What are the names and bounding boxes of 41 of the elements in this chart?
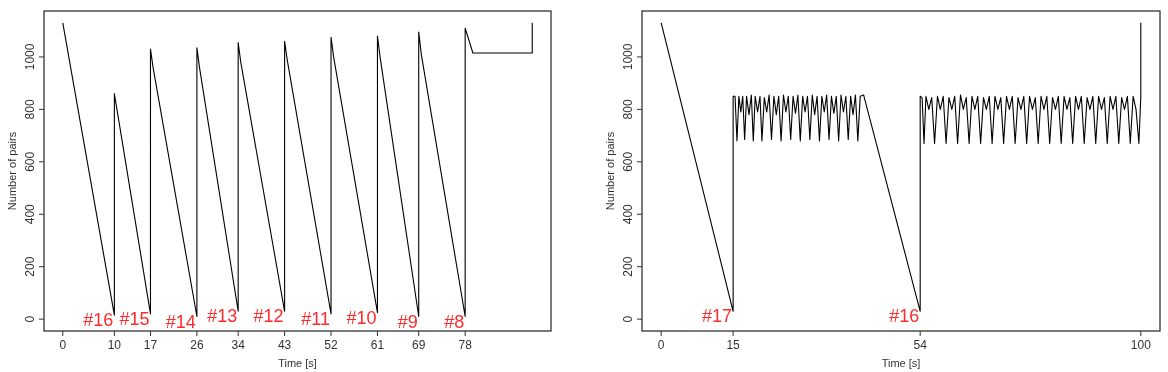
- y-tick-label: 1000: [621, 43, 635, 71]
- x-tick-label: 52: [324, 338, 339, 352]
- y-axis-title: Number of pairs: [604, 131, 616, 211]
- annotation: #14: [165, 311, 196, 332]
- x-tick-label: 78: [458, 338, 473, 352]
- x-axis-title: Time [s]: [881, 357, 921, 369]
- annotation: #13: [207, 306, 238, 327]
- y-tick-label: 400: [23, 203, 37, 225]
- x-tick-label: 0: [59, 338, 67, 352]
- annotation: #10: [346, 307, 377, 328]
- y-tick-label: 600: [621, 151, 635, 172]
- y-tick-label: 800: [621, 99, 635, 120]
- annotation: #15: [119, 308, 150, 329]
- x-tick-label: 43: [277, 338, 292, 352]
- x-tick-label: 0: [657, 338, 665, 352]
- y-tick-label: 600: [23, 151, 37, 172]
- annotation: #11: [301, 308, 331, 329]
- y-tick-label: 200: [621, 256, 635, 277]
- annotation: #16: [889, 306, 920, 327]
- x-tick-label: 15: [726, 338, 741, 352]
- x-tick-label: 69: [412, 338, 426, 352]
- annotation: #9: [397, 311, 418, 332]
- x-tick-label: 100: [1130, 338, 1152, 352]
- y-tick-label: 400: [621, 203, 635, 225]
- x-tick-label: 17: [143, 338, 158, 352]
- y-axis-title: Number of pairs: [6, 131, 18, 211]
- y-tick-label: 0: [23, 315, 37, 323]
- annotation: #16: [83, 310, 114, 331]
- x-axis-title: Time [s]: [278, 357, 317, 369]
- x-tick-label: 34: [231, 338, 246, 352]
- annotation: #12: [253, 306, 284, 327]
- x-tick-label: 10: [107, 338, 122, 352]
- y-tick-label: 1000: [23, 43, 37, 71]
- x-tick-label: 26: [190, 338, 204, 352]
- y-tick-label: 200: [23, 256, 37, 277]
- annotation: #8: [444, 311, 465, 332]
- x-tick-label: 54: [913, 338, 928, 352]
- y-tick-label: 800: [23, 99, 37, 120]
- y-tick-label: 0: [621, 315, 635, 323]
- annotation: #17: [702, 306, 733, 327]
- x-tick-label: 61: [370, 338, 385, 352]
